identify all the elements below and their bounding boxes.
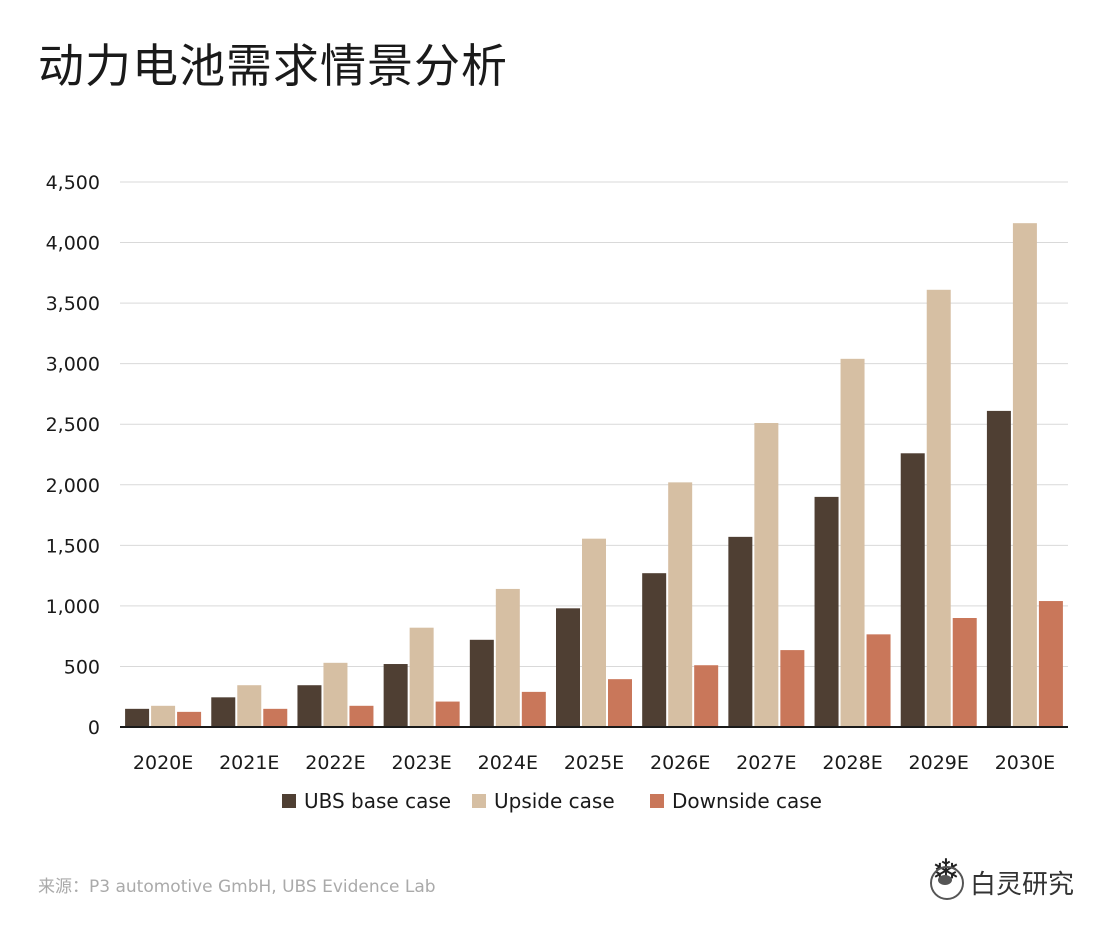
- x-tick-label: 2023E: [391, 752, 451, 774]
- watermark-text: 白灵研究: [969, 870, 1074, 900]
- bar: [608, 679, 632, 727]
- x-tick-label: 2028E: [822, 752, 882, 774]
- bar: [495, 588, 520, 727]
- x-tick-label: 2026E: [650, 752, 710, 774]
- chart-title: 动力电池需求情景分析: [38, 39, 508, 93]
- bar: [642, 573, 667, 727]
- x-tick-label: 2027E: [736, 752, 796, 774]
- bar: [668, 482, 693, 727]
- bar: [840, 358, 865, 727]
- bar: [211, 697, 236, 727]
- y-tick-label: 0: [88, 717, 100, 739]
- bar: [866, 634, 891, 727]
- x-tick-label: 2025E: [564, 752, 624, 774]
- y-tick-label: 500: [64, 656, 100, 678]
- bar: [952, 618, 977, 727]
- bar: [582, 538, 606, 727]
- x-tick-label: 2029E: [909, 752, 969, 774]
- legend-swatch: [282, 794, 296, 808]
- bar: [521, 691, 546, 727]
- bar: [177, 711, 202, 727]
- legend-label: Upside case: [494, 789, 615, 813]
- bar: [986, 410, 1011, 727]
- bar: [409, 627, 434, 727]
- bar: [125, 708, 150, 727]
- bar: [469, 639, 494, 727]
- bar: [151, 705, 176, 727]
- y-tick-label: 1,000: [46, 596, 100, 618]
- legend-label: UBS base case: [304, 789, 451, 813]
- x-tick-label: 2020E: [133, 752, 193, 774]
- bar: [1038, 601, 1063, 727]
- source-note: 来源：P3 automotive GmbH, UBS Evidence Lab: [38, 877, 436, 897]
- bar: [323, 662, 348, 727]
- y-tick-label: 3,500: [46, 293, 100, 315]
- x-tick-label: 2024E: [478, 752, 538, 774]
- y-tick-label: 1,500: [46, 535, 100, 557]
- bar: [349, 705, 374, 727]
- bar: [1012, 223, 1037, 727]
- y-tick-label: 3,000: [46, 354, 100, 376]
- bar: [556, 608, 580, 727]
- bar: [263, 708, 288, 727]
- bar: [814, 496, 839, 727]
- x-tick-label: 2030E: [995, 752, 1055, 774]
- y-tick-label: 4,000: [46, 233, 100, 255]
- y-tick-label: 2,500: [46, 414, 100, 436]
- x-tick-label: 2021E: [219, 752, 279, 774]
- bar: [435, 701, 460, 727]
- bar: [694, 665, 719, 727]
- bar: [237, 685, 262, 727]
- bar: [754, 423, 779, 727]
- bar: [900, 453, 925, 727]
- legend-swatch: [472, 794, 486, 808]
- wechat-icon: [929, 865, 964, 900]
- legend-label: Downside case: [672, 789, 822, 813]
- bar: [780, 650, 805, 727]
- y-tick-label: 4,500: [46, 172, 100, 194]
- y-tick-label: 2,000: [46, 475, 100, 497]
- bar: [728, 536, 753, 727]
- bar: [297, 685, 322, 727]
- bar: [926, 289, 951, 727]
- watermark: 白灵研究: [929, 864, 1074, 901]
- legend-swatch: [650, 794, 664, 808]
- bar: [383, 664, 408, 727]
- x-tick-label: 2022E: [305, 752, 365, 774]
